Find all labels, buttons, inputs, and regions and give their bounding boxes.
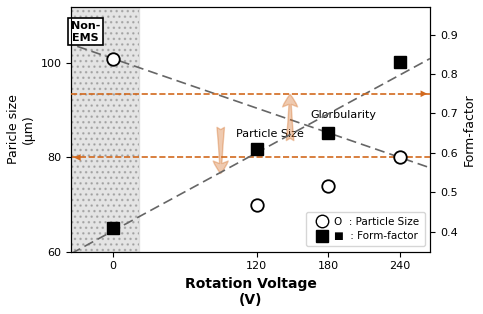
Text: Non-
EMS: Non- EMS <box>71 21 100 43</box>
Y-axis label: Paricle size
(μm): Paricle size (μm) <box>7 94 35 164</box>
Y-axis label: Form-factor: Form-factor <box>463 93 476 165</box>
Text: Particle Size: Particle Size <box>236 129 304 139</box>
X-axis label: Rotation Voltage
(V): Rotation Voltage (V) <box>185 277 316 307</box>
Text: Glorbularity: Glorbularity <box>311 110 376 120</box>
Legend: O  : Particle Size, ■  : Form-factor: O : Particle Size, ■ : Form-factor <box>306 212 425 246</box>
